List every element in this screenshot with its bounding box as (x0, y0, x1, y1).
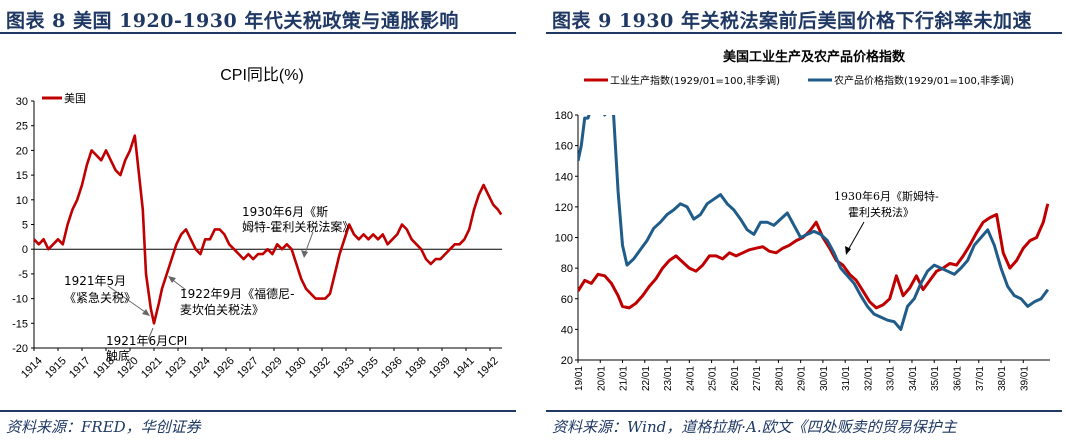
x-tick-label: 1923 (163, 355, 189, 381)
emergency-arrow (107, 285, 149, 315)
x-tick-label: 1926 (211, 355, 237, 381)
smoot-arrow-right (846, 221, 865, 253)
title-rule (546, 32, 1062, 34)
industrial-series-line (578, 203, 1050, 310)
price-chart-title: 美国工业生产及农产品价格指数 (723, 49, 906, 65)
cpi-chart-title: CPI同比(%) (220, 66, 304, 84)
x-tick-label: 1915 (43, 355, 69, 381)
annotation-smoot: 1930年6月《斯 姆特-霍利关税法案》 (242, 205, 354, 234)
x-tick-label: 24/01 (685, 366, 696, 391)
y-tick-label: -15 (12, 318, 28, 330)
x-tick-label: 1939 (427, 355, 453, 381)
x-tick-label: 34/01 (908, 366, 919, 391)
cpi-axes: 302520151050-5-10-15-2019141915191719181… (12, 96, 502, 381)
left-figure: 图表 8 美国 1920-1930 年代关税政策与通胀影响 CPI同比(%) 美… (0, 0, 520, 445)
x-tick-label: 1935 (355, 355, 381, 381)
cpi-low-arrow (147, 327, 154, 341)
x-tick-label: 26/01 (730, 366, 741, 391)
cpi-series (33, 134, 503, 325)
x-tick-label: 1942 (475, 355, 501, 381)
annotation-cpi-low: 1921年6月CPI 触底 (106, 334, 191, 363)
smoot-arrowhead-right (845, 246, 851, 255)
x-tick-label: 36/01 (952, 366, 963, 391)
x-tick-label: 21/01 (619, 366, 630, 391)
x-tick-label: 22/01 (641, 366, 652, 391)
cpi-series-line (33, 134, 503, 325)
x-tick-label: 1924 (187, 355, 213, 381)
source-rule (546, 410, 1062, 412)
x-tick-label: 1933 (331, 355, 357, 381)
x-tick-label: 1941 (451, 355, 477, 381)
annotation-fordney: 1922年9月《福德尼- 麦坎伯关税法》 (180, 286, 298, 317)
x-tick-label: 20/01 (596, 366, 607, 391)
y-tick-label: 160 (555, 141, 573, 153)
y-tick-label: -10 (12, 294, 28, 306)
figure-8-source: 资料来源：FRED，华创证券 (6, 418, 201, 436)
x-tick-label: 35/01 (930, 366, 941, 391)
cpi-line-chart: CPI同比(%) 美国 302520151050-5-10-15-2019141… (12, 66, 503, 381)
x-tick-label: 33/01 (886, 366, 897, 391)
x-tick-label: 1921 (139, 355, 165, 381)
y-tick-label: 25 (16, 121, 28, 133)
x-tick-label: 32/01 (863, 366, 874, 391)
x-tick-label: 1930 (283, 355, 309, 381)
y-tick-label: 20 (16, 145, 28, 157)
y-tick-label: 5 (22, 220, 28, 232)
y-tick-label: 180 (555, 110, 573, 122)
annotation-smoot-right: 1930年6月《斯姆特- 霍利关税法》 (834, 189, 942, 219)
y-tick-label: 40 (561, 324, 573, 336)
y-tick-label: -5 (18, 269, 28, 281)
right-figure: 图表 9 1930 年关税法案前后美国价格下行斜率未加速 美国工业生产及农产品价… (546, 0, 1066, 445)
y-tick-label: 20 (561, 355, 573, 367)
y-tick-label: 60 (561, 294, 573, 306)
figure-9-title: 图表 9 1930 年关税法案前后美国价格下行斜率未加速 (552, 10, 1032, 32)
emergency-arrowhead (142, 309, 150, 316)
y-tick-label: 140 (555, 171, 573, 183)
x-tick-label: 27/01 (752, 366, 763, 391)
y-tick-label: -20 (12, 343, 28, 355)
figure-9-source: 资料来源：Wind，道格拉斯·A.欧文《四处贩卖的贸易保护主 (552, 418, 957, 436)
fordney-arrowhead (168, 276, 176, 283)
x-tick-label: 28/01 (774, 366, 785, 391)
x-tick-label: 1936 (379, 355, 405, 381)
farm-price-series-line (578, 115, 1050, 331)
y-tick-label: 0 (22, 244, 28, 256)
x-tick-label: 1938 (403, 355, 429, 381)
x-tick-label: 1927 (235, 355, 261, 381)
x-tick-label: 25/01 (708, 366, 719, 391)
y-tick-label: 15 (16, 170, 28, 182)
x-tick-label: 31/01 (841, 366, 852, 391)
x-tick-label: 39/01 (1019, 366, 1030, 391)
x-tick-label: 38/01 (997, 366, 1008, 391)
y-tick-label: 10 (16, 195, 28, 207)
price-index-line-chart: 美国工业生产及农产品价格指数 工业生产指数(1929/01=100,非季调) 农… (555, 49, 1050, 391)
source-rule (0, 410, 516, 412)
x-tick-label: 1932 (307, 355, 333, 381)
x-tick-label: 1929 (259, 355, 285, 381)
annotation-emergency: 1921年5月 《紧急关税》 (64, 274, 136, 305)
legend-label-farm: 农产品价格指数(1929/01=100,非季调) (834, 74, 1014, 87)
y-tick-label: 120 (555, 202, 573, 214)
title-rule (0, 32, 516, 34)
y-tick-label: 80 (561, 263, 573, 275)
price-series (578, 115, 1050, 331)
x-tick-label: 1914 (19, 355, 45, 381)
x-tick-label: 30/01 (819, 366, 830, 391)
x-tick-label: 23/01 (663, 366, 674, 391)
x-tick-label: 37/01 (975, 366, 986, 391)
legend-label-industrial: 工业生产指数(1929/01=100,非季调) (610, 74, 780, 87)
smoot-arrowhead (301, 250, 308, 258)
y-tick-label: 30 (16, 96, 28, 108)
x-tick-label: 1917 (67, 355, 93, 381)
x-tick-label: 29/01 (797, 366, 808, 391)
y-tick-label: 100 (555, 233, 573, 245)
x-tick-label: 19/01 (574, 366, 585, 391)
legend-label: 美国 (64, 92, 86, 105)
figure-8-title: 图表 8 美国 1920-1930 年代关税政策与通胀影响 (6, 10, 459, 32)
